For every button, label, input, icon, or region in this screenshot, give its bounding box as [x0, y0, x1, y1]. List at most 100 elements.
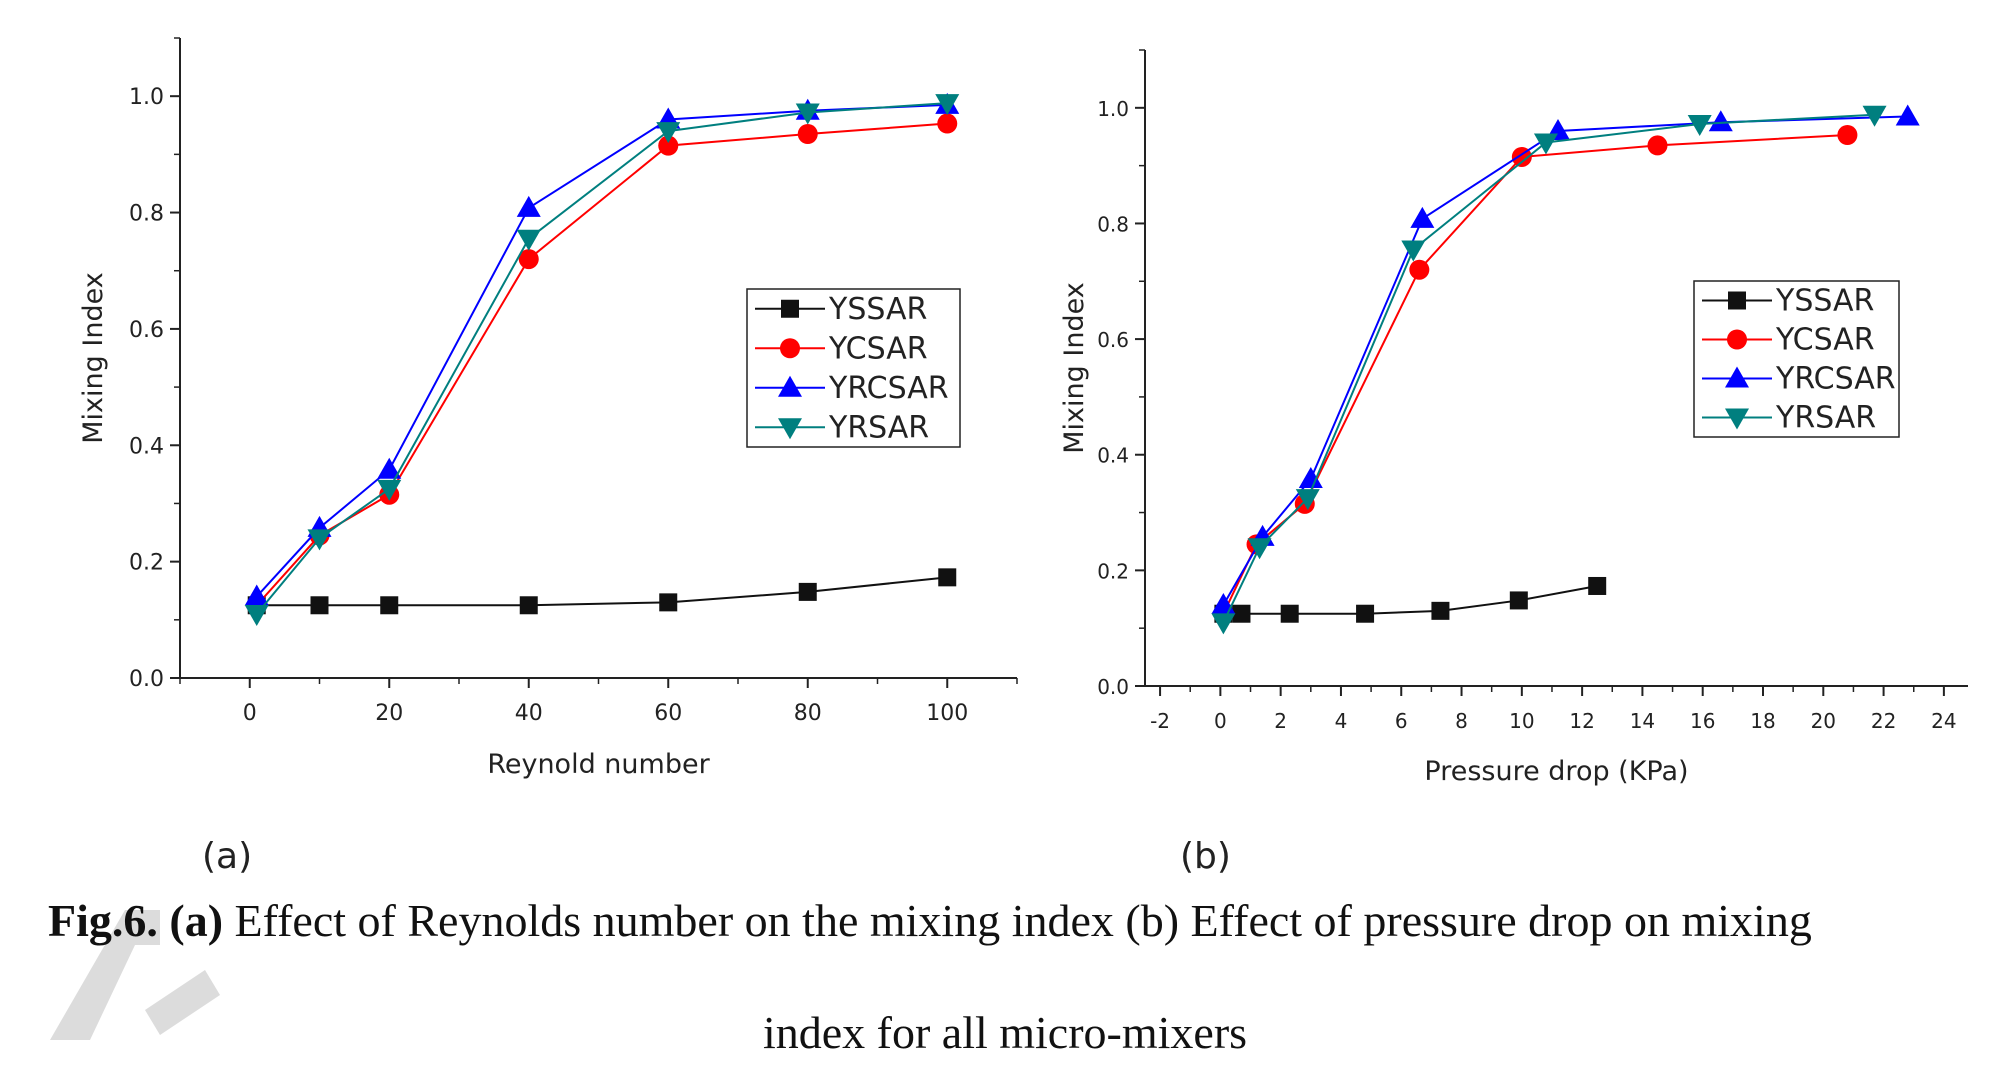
- legend-marker: [778, 375, 802, 397]
- data-point: [1295, 489, 1320, 511]
- y-tick-label: 0.8: [129, 202, 164, 227]
- y-tick-label: 0.6: [129, 318, 164, 343]
- y-tick-label: 0.0: [1097, 675, 1129, 699]
- data-point: [797, 124, 818, 144]
- y-tick-label: 0.4: [1097, 444, 1129, 468]
- caption-line-1: Fig.6. (a) Effect of Reynolds number on …: [48, 898, 1812, 944]
- legend-entry: YRCSAR: [828, 371, 949, 406]
- data-point: [1410, 206, 1435, 228]
- data-point: [1588, 576, 1607, 595]
- y-tick-label: 0.6: [1097, 328, 1129, 352]
- series-yrsar: [244, 94, 960, 626]
- legend-entry: YCSAR: [1775, 323, 1875, 358]
- x-tick-label: 20: [375, 701, 403, 726]
- watermark-graphic: [30, 890, 230, 1060]
- data-point: [377, 479, 402, 501]
- data-point: [1232, 604, 1251, 623]
- chart-b: 0.00.20.40.60.81.0-2 0 2 4 6 8 10 12 14 16 18 20 22 2…: [1059, 49, 1968, 787]
- x-tick-label: 22: [1871, 709, 1896, 733]
- x-axis-label: Pressure drop (KPa): [1424, 756, 1688, 787]
- y-tick-label: 0.4: [129, 434, 164, 459]
- data-point: [380, 596, 399, 615]
- legend-entry: YSSAR: [828, 292, 927, 327]
- legend-entry: YCSAR: [828, 331, 928, 366]
- legend-marker: [1725, 408, 1749, 430]
- caption-part-a: (a): [169, 895, 224, 946]
- x-tick-label: 80: [794, 701, 822, 726]
- series-line: [256, 576, 948, 607]
- data-point: [659, 593, 678, 612]
- data-point: [656, 122, 681, 144]
- data-point: [795, 103, 820, 125]
- x-tick-label: 14: [1630, 709, 1655, 733]
- data-point: [518, 249, 539, 270]
- y-tick-label: 0.8: [1097, 212, 1129, 236]
- panel-label-a: (a): [202, 836, 252, 877]
- data-point: [519, 596, 538, 615]
- data-point: [1211, 613, 1236, 635]
- x-tick-label: 20: [1811, 709, 1836, 733]
- y-tick-label: 1.0: [1097, 97, 1129, 121]
- data-point: [377, 457, 402, 479]
- caption-label: Fig.6.: [48, 895, 158, 946]
- data-point: [244, 605, 269, 626]
- data-point: [1401, 240, 1426, 262]
- data-point: [1862, 105, 1887, 127]
- x-tick-label: 40: [515, 701, 543, 726]
- data-point: [1708, 110, 1733, 132]
- data-point: [1356, 604, 1375, 623]
- x-tick-label: 100: [926, 701, 968, 726]
- data-point: [307, 529, 332, 551]
- data-point: [938, 568, 957, 587]
- series-yssar: [1214, 576, 1607, 623]
- data-point: [1509, 591, 1528, 610]
- data-point: [658, 135, 679, 156]
- legend-marker: [781, 299, 799, 318]
- data-point: [798, 582, 817, 601]
- y-tick-label: 1.0: [129, 85, 164, 110]
- series-yrsar: [1211, 105, 1887, 635]
- data-point: [937, 113, 958, 134]
- x-tick-label: 0: [243, 701, 257, 726]
- data-point: [516, 195, 541, 217]
- data-point: [1280, 604, 1299, 623]
- chart-a: 0.0 0.2 0.4 0.6 0.8 1.0 0 20 40 60 80 100 Reynold nu…: [78, 37, 1018, 780]
- x-tick-label: 2: [1274, 709, 1287, 733]
- data-point: [516, 229, 541, 251]
- caption-line-2: index for all micro-mixers: [762, 1007, 1248, 1058]
- caption-text-a: Effect of Reynolds number on the mixing …: [223, 895, 1126, 946]
- data-point: [1533, 133, 1558, 155]
- x-tick-label: -2: [1150, 709, 1170, 733]
- legend-entry: YSSAR: [1775, 284, 1874, 319]
- legend-marker: [1728, 291, 1746, 310]
- series-line: [1223, 584, 1598, 615]
- legend-entry: YRSAR: [1775, 401, 1876, 436]
- data-point: [1409, 259, 1430, 280]
- x-tick-label: 10: [1509, 709, 1534, 733]
- x-tick-label: 6: [1395, 709, 1408, 733]
- x-axis-label: Reynold number: [487, 749, 710, 780]
- panel-label-b: (b): [1180, 836, 1231, 877]
- x-tick-label: 18: [1750, 709, 1775, 733]
- x-tick-label: 4: [1335, 709, 1348, 733]
- data-point: [310, 596, 329, 615]
- x-tick-label: 0: [1214, 709, 1227, 733]
- legend-entry: YRSAR: [828, 410, 929, 445]
- data-point: [1431, 601, 1450, 620]
- caption-text-b: (b) Effect of pressure drop on mixing: [1125, 895, 1812, 946]
- x-tick-label: 8: [1455, 709, 1468, 733]
- x-tick-label: 16: [1690, 709, 1715, 733]
- data-point: [1895, 104, 1920, 126]
- data-point: [1837, 124, 1858, 145]
- legend: YSSAR YCSAR YRCSAR YRSAR: [1693, 280, 1900, 438]
- data-point: [244, 584, 269, 606]
- x-tick-label: 12: [1569, 709, 1594, 733]
- y-axis-label: Mixing Index: [1059, 282, 1090, 453]
- y-tick-label: 0.0: [129, 667, 164, 692]
- series-yssar: [247, 568, 957, 615]
- legend-marker: [1725, 366, 1749, 388]
- data-point: [1247, 538, 1272, 560]
- y-tick-label: 0.2: [129, 551, 164, 576]
- legend-marker: [1727, 329, 1747, 350]
